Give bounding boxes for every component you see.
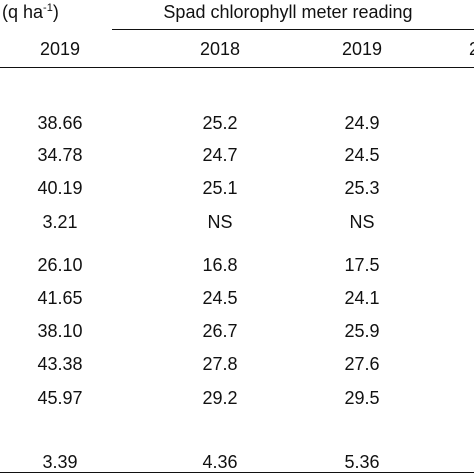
table-cell: 24.7 — [202, 145, 238, 165]
table-cell: 45.97 — [37, 388, 83, 408]
table-cell: 24.1 — [344, 288, 380, 308]
rule — [112, 29, 474, 30]
table-cell: 40.19 — [37, 178, 83, 198]
column-header: 2018 — [199, 39, 241, 59]
table-cell: 27.8 — [202, 354, 238, 374]
table-cell: 29.5 — [344, 388, 380, 408]
table-cell: 43.38 — [37, 354, 83, 374]
group-header: Spad chlorophyll meter reading — [163, 2, 413, 22]
table-cell: 4.36 — [202, 452, 238, 472]
unit-text: ) — [52, 2, 59, 22]
table-cell: 41.65 — [37, 288, 83, 308]
column-header: 2019 — [341, 39, 383, 59]
table-cell: 16.8 — [202, 255, 238, 275]
table-cell: 24.5 — [202, 288, 238, 308]
table-cell: 17.5 — [344, 255, 380, 275]
rule — [0, 67, 474, 68]
unit-text: (q ha — [2, 2, 44, 22]
table-cell: 34.78 — [37, 145, 83, 165]
table-cell: NS — [207, 212, 233, 232]
table-cell: 29.2 — [202, 388, 238, 408]
column-header: 2 — [469, 40, 474, 58]
column-header: 2019 — [39, 39, 81, 59]
rule — [0, 472, 474, 473]
table-cell: 25.3 — [344, 178, 380, 198]
table-cell: 25.2 — [202, 113, 238, 133]
table-cell: 24.9 — [344, 113, 380, 133]
table-cell: 26.10 — [37, 255, 83, 275]
table-cell: 3.39 — [42, 452, 78, 472]
table-cell: 25.9 — [344, 321, 380, 341]
table-cell: 25.1 — [202, 178, 238, 198]
table-cell: NS — [349, 212, 375, 232]
table-cell: 38.10 — [37, 321, 83, 341]
table-cell: 38.66 — [37, 113, 83, 133]
table-cell: 27.6 — [344, 354, 380, 374]
table-cell: 3.21 — [42, 212, 78, 232]
table-cell: 24.5 — [344, 145, 380, 165]
table-cell: 26.7 — [202, 321, 238, 341]
unit-label: (q ha-1) — [2, 2, 59, 22]
unit-superscript: -1 — [43, 2, 53, 14]
table-cell: 5.36 — [344, 452, 380, 472]
